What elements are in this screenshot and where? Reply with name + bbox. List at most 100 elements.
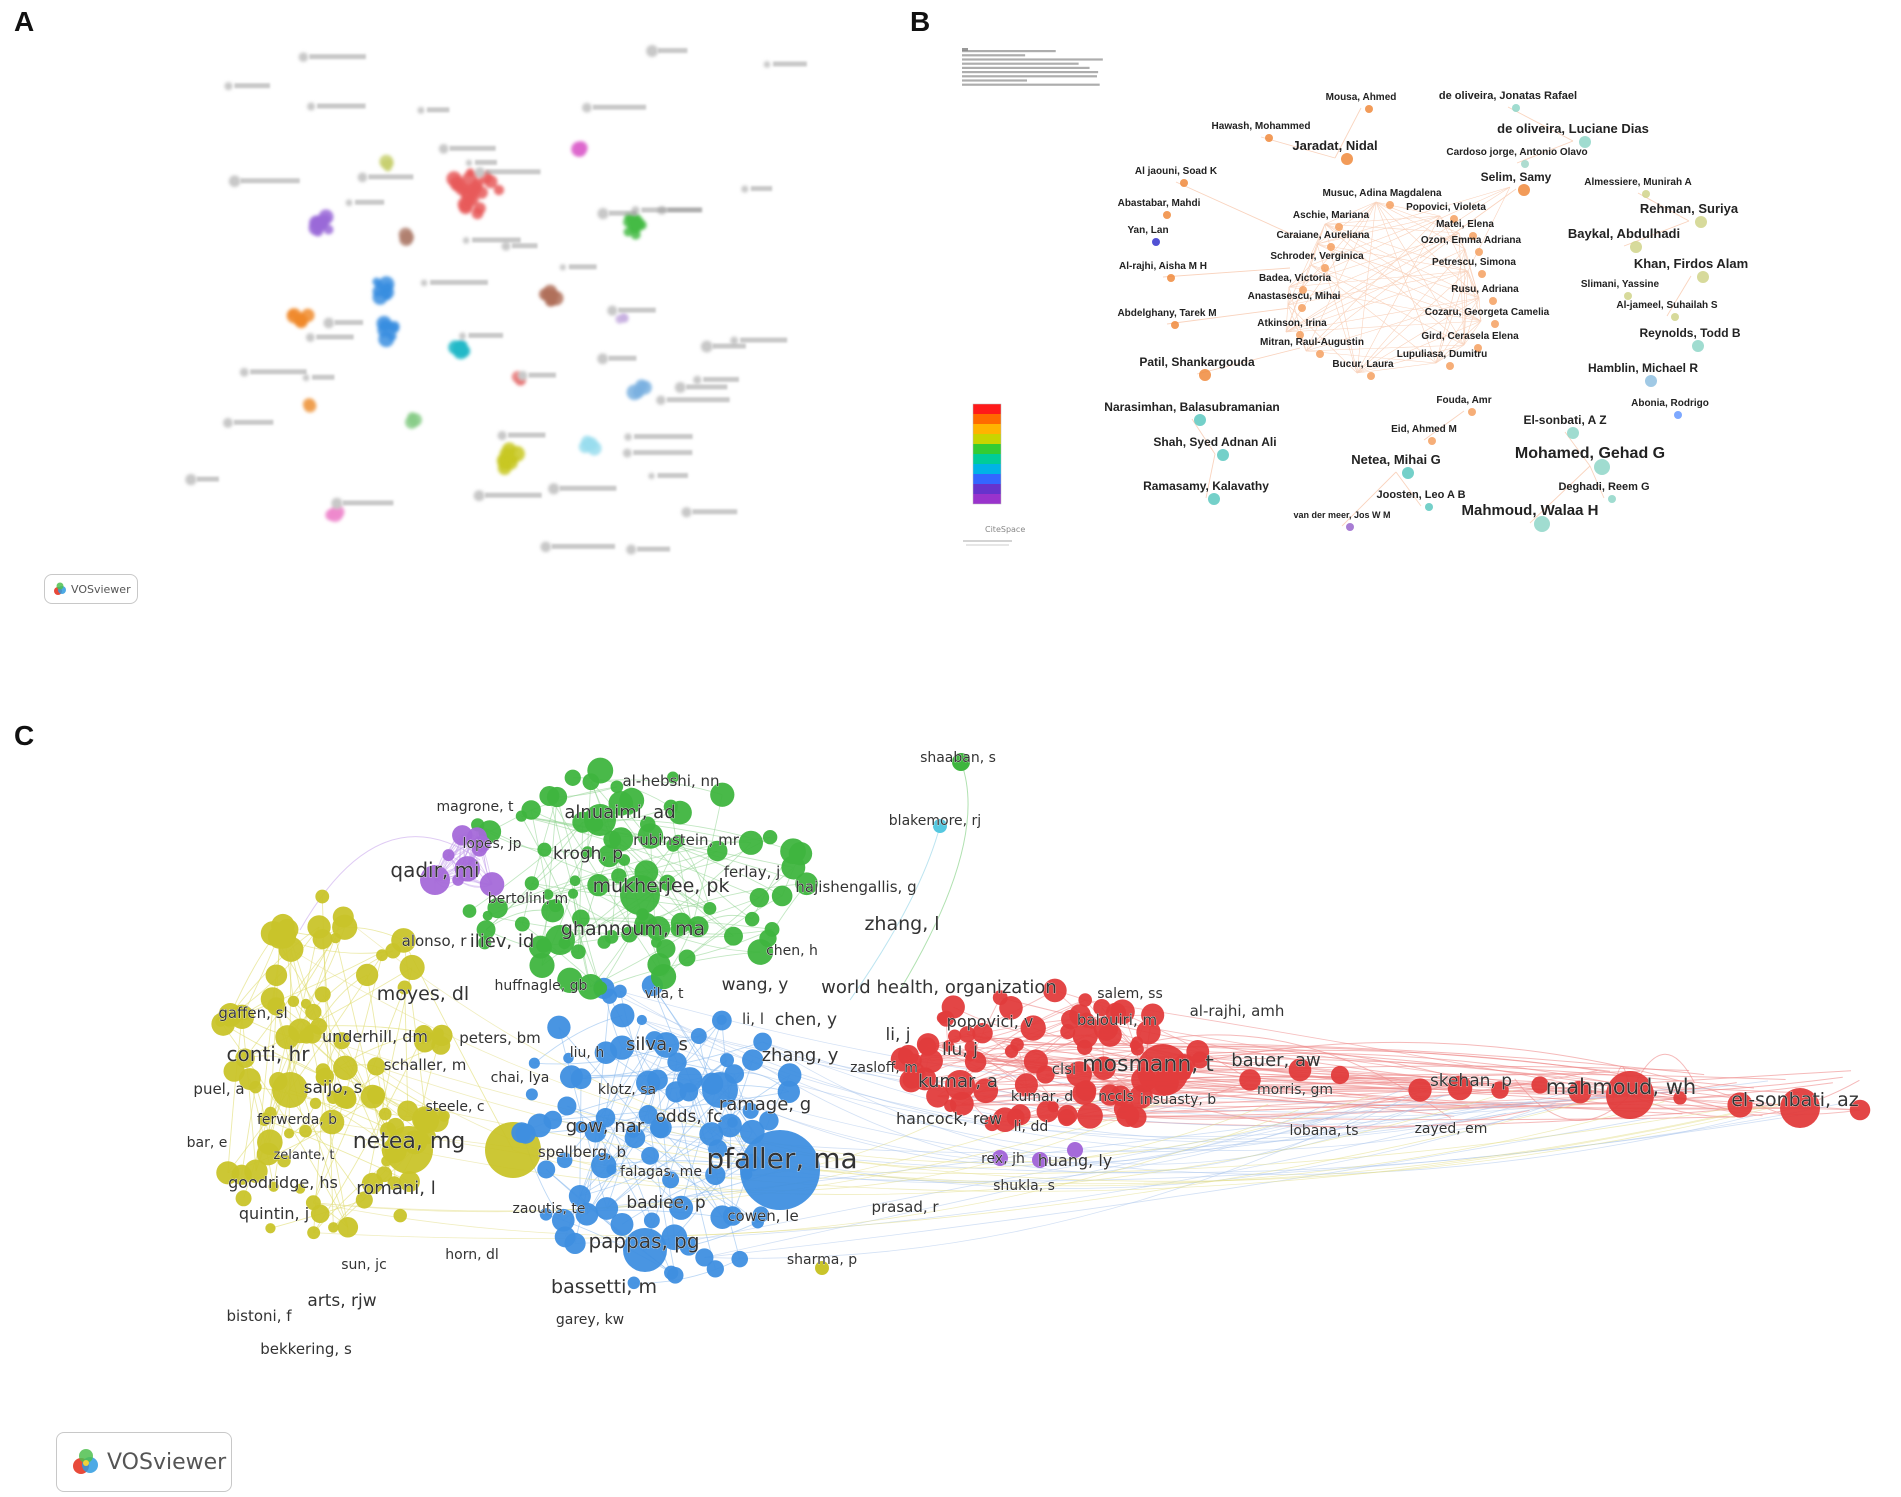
network-node xyxy=(587,816,604,832)
network-node xyxy=(337,1089,357,1109)
network-node xyxy=(1129,1084,1153,1109)
author-label: Lupuliasa, Dumitru xyxy=(1397,349,1488,360)
network-node xyxy=(420,865,450,895)
network-node xyxy=(669,1195,694,1220)
author-label: Cardoso jorge, Antonio Olavo xyxy=(1446,147,1587,158)
author-label: Baykal, Abdulhadi xyxy=(1568,226,1680,241)
network-node xyxy=(277,1154,291,1168)
network-node xyxy=(235,1048,255,1069)
network-node xyxy=(623,1228,667,1272)
network-node xyxy=(663,799,679,814)
network-node xyxy=(764,922,780,937)
network-node xyxy=(724,1064,745,1084)
author-node xyxy=(1163,211,1171,219)
node-label: liu, h xyxy=(570,1045,604,1061)
author-label: Reynolds, Todd B xyxy=(1639,326,1740,340)
node-label: rubinstein, mr xyxy=(633,831,740,849)
network-node xyxy=(740,1168,753,1180)
author-node xyxy=(1534,516,1550,532)
node-label: liu, j xyxy=(942,1040,978,1060)
network-node xyxy=(716,1014,727,1026)
network-node xyxy=(237,1007,251,1021)
network-node xyxy=(662,1171,680,1189)
network-node xyxy=(539,1208,553,1221)
network-node xyxy=(543,1110,562,1130)
node-label: horn, dl xyxy=(445,1247,499,1263)
network-node xyxy=(1105,1002,1127,1024)
author-node xyxy=(1152,238,1160,246)
network-node xyxy=(744,911,760,927)
node-label: underhill, dm xyxy=(322,1027,428,1046)
author-node xyxy=(1367,372,1375,380)
author-label: Schroder, Verginica xyxy=(1270,251,1364,262)
author-node xyxy=(1425,503,1433,511)
network-node xyxy=(795,872,818,896)
network-node xyxy=(645,1031,664,1050)
author-node xyxy=(1217,449,1229,461)
author-label: Al-rajhi, Aisha M H xyxy=(1119,261,1207,272)
node-label: clsi xyxy=(1052,1060,1076,1078)
author-label: Abastabar, Mahdi xyxy=(1118,198,1201,209)
network-node xyxy=(1078,993,1092,1007)
author-label: Fouda, Amr xyxy=(1436,395,1491,406)
network-node xyxy=(667,771,679,784)
network-node xyxy=(558,937,571,950)
network-node xyxy=(547,1015,571,1039)
node-label: puel, a xyxy=(193,1080,244,1098)
network-node xyxy=(569,875,581,887)
network-node xyxy=(249,1080,262,1094)
network-node xyxy=(556,1152,573,1169)
network-node xyxy=(479,872,505,897)
node-label: chen, y xyxy=(775,1010,837,1030)
node-label: hajishengallis, g xyxy=(795,878,916,896)
node-label: shukla, s xyxy=(993,1178,1055,1194)
author-label: Deghadi, Reem G xyxy=(1558,481,1649,493)
node-label: lobana, ts xyxy=(1289,1123,1358,1139)
author-node xyxy=(1469,232,1477,240)
network-node xyxy=(651,937,662,948)
network-node xyxy=(393,1208,407,1223)
network-node xyxy=(215,1016,226,1027)
network-node xyxy=(907,1053,922,1068)
network-node xyxy=(952,753,970,771)
network-node xyxy=(964,1040,978,1054)
author-node xyxy=(1624,292,1632,300)
author-node xyxy=(1450,215,1458,223)
network-node xyxy=(1072,1022,1098,1049)
author-node xyxy=(1365,105,1373,113)
network-node xyxy=(397,980,412,995)
network-node xyxy=(314,986,331,1003)
panel-a-network xyxy=(185,45,807,555)
author-label: Joosten, Leo A B xyxy=(1376,489,1465,501)
vosviewer-logo-icon xyxy=(53,582,67,596)
network-node xyxy=(695,1248,714,1267)
author-label: de oliveira, Jonatas Rafael xyxy=(1439,90,1577,102)
node-label: iliev, id xyxy=(470,931,535,952)
network-node xyxy=(367,1086,386,1105)
network-node xyxy=(1092,1056,1116,1080)
author-label: El-sonbati, A Z xyxy=(1523,413,1606,427)
network-node xyxy=(462,904,477,918)
author-label: Mahmoud, Walaa H xyxy=(1462,502,1599,519)
node-label: balouiri, m xyxy=(1077,1011,1157,1029)
network-node xyxy=(678,949,696,967)
network-node xyxy=(703,901,717,915)
network-node xyxy=(387,1176,402,1191)
author-label: Jaradat, Nidal xyxy=(1292,138,1377,153)
node-label: gaffen, sl xyxy=(218,1004,287,1022)
author-node xyxy=(1167,274,1175,282)
network-node xyxy=(992,1150,1008,1166)
network-node xyxy=(482,910,493,921)
network-node xyxy=(256,1142,280,1166)
network-node xyxy=(328,1222,339,1233)
node-label: rex, jh xyxy=(981,1151,1025,1167)
node-label: badiee, p xyxy=(626,1193,705,1213)
node-label: mahmoud, wh xyxy=(1546,1075,1696,1099)
author-label: Eid, Ahmed M xyxy=(1391,424,1457,435)
network-node xyxy=(267,997,286,1016)
network-node xyxy=(647,1069,668,1091)
network-node xyxy=(636,1014,647,1026)
network-node xyxy=(1006,1108,1025,1127)
author-node xyxy=(1594,459,1610,475)
panel-letter-b: B xyxy=(910,6,931,37)
